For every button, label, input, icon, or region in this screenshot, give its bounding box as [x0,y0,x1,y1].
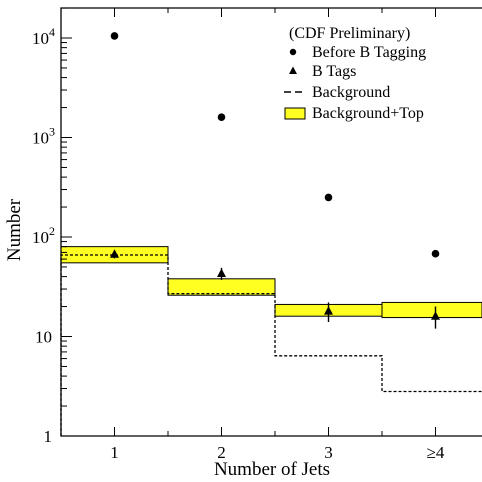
before-tagging-point [217,113,226,121]
y-tick-label: 10 [35,328,52,347]
band-bar [381,301,482,319]
y-tick-label: 103 [32,125,55,148]
background-step-line [60,254,482,436]
legend-label: Before B Tagging [312,44,426,61]
b-tags-point [324,306,333,315]
legend: (CDF Preliminary) Before B Tagging B Tags B… [284,25,426,122]
background-layer [60,254,482,436]
legend-circle-marker [289,48,297,56]
legend-label: Background [312,84,390,101]
x-axis-label: Number of Jets [214,459,330,480]
y-tick-label: 102 [32,224,55,247]
legend-annotation: (CDF Preliminary) [289,25,410,42]
x-tick-label: ≥4 [427,443,445,462]
x-tick-label: 2 [217,443,226,462]
x-tick-label: 1 [110,443,119,462]
legend-label: B Tags [312,63,356,80]
y-axis-label: Number [4,198,25,261]
legend-triangle-marker [289,66,297,74]
b-tags-point [431,311,440,320]
legend-box-marker [284,107,306,120]
b-tags-point [110,249,119,258]
y-tick-label: 1 [44,427,53,446]
y-tick-label: 104 [32,25,55,48]
before-tagging-point [431,249,440,258]
band-bar [167,278,276,296]
points-layer [110,32,440,329]
before-tagging-point [324,193,333,202]
axes-layer: 1 10 102 103 104 1 2 3 ≥4 [32,7,482,462]
b-tags-point [217,268,226,277]
plot-frame [60,7,482,437]
x-tick-label: 3 [324,443,333,462]
before-tagging-point [110,32,119,40]
legend-label: Background+Top [312,105,424,122]
